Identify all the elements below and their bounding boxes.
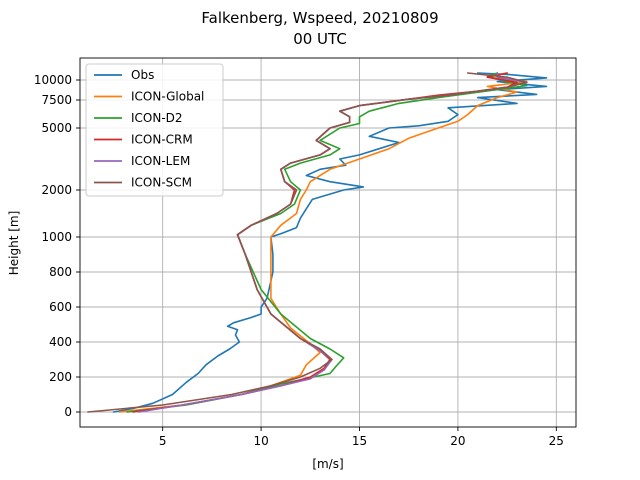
x-tick-label: 10 bbox=[253, 434, 268, 448]
series-line-icon-scm bbox=[87, 72, 528, 413]
y-tick-label: 600 bbox=[49, 300, 72, 314]
series-line-icon-global bbox=[118, 72, 528, 413]
legend-label-icon-scm: ICON-SCM bbox=[131, 176, 192, 190]
x-tick-label: 25 bbox=[549, 434, 564, 448]
x-tick-label: 15 bbox=[352, 434, 367, 448]
legend-label-icon-crm: ICON-CRM bbox=[131, 133, 193, 147]
y-tick-label: 0 bbox=[64, 405, 72, 419]
axis-ticks: 5 10 15 20 25 0 200 400 600 800 1000 2000 5000 7500 10… bbox=[34, 73, 564, 448]
y-tick-label: 7500 bbox=[41, 93, 72, 107]
y-tick-label: 400 bbox=[49, 335, 72, 349]
y-tick-label: 2000 bbox=[41, 183, 72, 197]
x-tick-label: 5 bbox=[159, 434, 167, 448]
plot-area-frame bbox=[79, 57, 577, 428]
y-tick-label: 200 bbox=[49, 370, 72, 384]
series-layer bbox=[87, 72, 548, 413]
x-axis-label: [m/s] bbox=[312, 457, 343, 471]
y-tick-label: 800 bbox=[49, 265, 72, 279]
legend-label-icon-lem: ICON-LEM bbox=[131, 154, 190, 168]
chart-subtitle: 00 UTC bbox=[293, 30, 347, 48]
series-line-icon-d2 bbox=[126, 72, 528, 413]
legend-label-obs: Obs bbox=[131, 68, 154, 82]
y-axis-label: Height [m] bbox=[7, 211, 21, 276]
y-tick-label: 1000 bbox=[41, 230, 72, 244]
x-tick-label: 20 bbox=[450, 434, 465, 448]
legend-label-icon-d2: ICON-D2 bbox=[131, 111, 183, 125]
legend-label-icon-global: ICON-Global bbox=[131, 90, 204, 104]
y-tick-label: 5000 bbox=[41, 121, 72, 135]
legend: Obs ICON-Global ICON-D2 ICON-CRM ICON-LEM ICO… bbox=[85, 63, 224, 197]
chart-title: Falkenberg, Wspeed, 20210809 bbox=[201, 9, 438, 27]
y-tick-label: 10000 bbox=[34, 73, 72, 87]
series-line-obs bbox=[112, 72, 548, 413]
